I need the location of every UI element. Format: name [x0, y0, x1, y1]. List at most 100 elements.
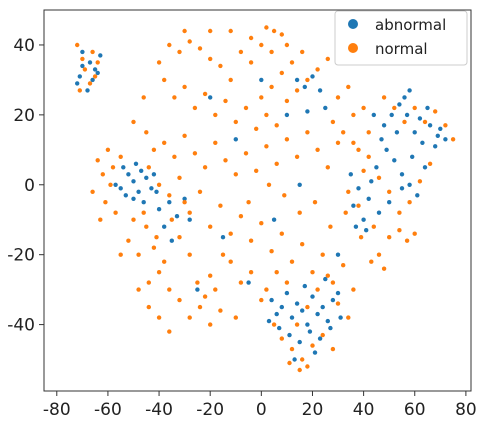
point-normal [248, 270, 254, 275]
point-normal [254, 126, 259, 131]
point-normal [167, 193, 172, 198]
point-normal [146, 280, 151, 285]
point-normal [264, 112, 269, 118]
point-normal [443, 123, 448, 128]
point-abnormal [443, 137, 448, 142]
point-normal [341, 263, 346, 268]
point-normal [422, 119, 428, 125]
point-normal [274, 123, 279, 128]
point-normal [297, 210, 302, 215]
legend: abnormal normal [334, 10, 468, 66]
point-normal [208, 56, 213, 62]
point-normal [151, 147, 157, 152]
point-abnormal [131, 196, 136, 201]
point-normal [118, 252, 123, 257]
point-abnormal [80, 49, 85, 55]
point-normal [305, 77, 310, 83]
point-normal [208, 224, 213, 229]
point-abnormal [133, 161, 139, 166]
point-normal [246, 200, 251, 205]
point-abnormal [374, 165, 379, 170]
point-normal [213, 287, 218, 292]
point-normal [325, 56, 330, 62]
point-normal [417, 179, 423, 184]
point-abnormal [233, 137, 238, 142]
y-tick-label: 20 [13, 106, 35, 126]
point-normal [297, 367, 302, 373]
point-normal [397, 228, 402, 233]
point-normal [376, 252, 382, 257]
x-tick-label: 40 [353, 400, 375, 420]
point-abnormal [284, 112, 290, 118]
point-normal [182, 200, 187, 205]
point-abnormal [90, 77, 95, 83]
point-normal [172, 154, 177, 159]
point-normal [320, 332, 325, 338]
point-normal [98, 217, 103, 222]
point-normal [341, 130, 346, 135]
point-normal [151, 245, 157, 250]
point-normal [351, 112, 356, 118]
point-normal [305, 304, 310, 310]
point-normal [346, 84, 351, 90]
point-normal [80, 56, 85, 62]
point-normal [156, 182, 162, 187]
point-normal [228, 259, 233, 264]
point-abnormal [325, 318, 330, 324]
point-abnormal [169, 238, 174, 243]
point-abnormal [259, 77, 264, 83]
point-normal [279, 336, 284, 341]
point-normal [243, 105, 249, 111]
point-abnormal [381, 123, 387, 128]
point-normal [141, 95, 146, 100]
point-abnormal [410, 154, 415, 159]
point-normal [287, 360, 292, 366]
point-normal [284, 42, 290, 48]
point-normal [271, 322, 277, 327]
point-normal [192, 105, 198, 111]
y-tick-label: 0 [24, 176, 35, 196]
point-abnormal [317, 336, 323, 341]
point-normal [202, 294, 208, 299]
point-normal [266, 182, 272, 187]
point-normal [87, 81, 93, 86]
point-abnormal [118, 186, 123, 191]
point-abnormal [246, 280, 251, 285]
point-abnormal [149, 186, 154, 191]
x-tick-label: -40 [145, 400, 173, 420]
point-abnormal [85, 88, 90, 93]
point-normal [294, 154, 300, 159]
point-normal [284, 98, 290, 104]
point-normal [156, 315, 162, 320]
point-normal [223, 158, 228, 163]
point-abnormal [310, 294, 315, 299]
point-normal [289, 60, 295, 65]
point-abnormal [404, 112, 410, 118]
point-abnormal [156, 207, 162, 212]
point-normal [238, 280, 244, 285]
point-abnormal [289, 315, 295, 320]
point-normal [387, 235, 392, 240]
point-abnormal [407, 88, 412, 93]
point-normal [269, 84, 274, 90]
point-normal [279, 70, 284, 76]
point-abnormal [220, 235, 226, 240]
point-normal [412, 105, 417, 111]
point-normal [100, 172, 106, 177]
point-normal [126, 238, 131, 243]
point-abnormal [294, 301, 300, 306]
point-normal [325, 273, 330, 278]
point-abnormal [353, 224, 359, 229]
point-normal [412, 231, 417, 236]
point-normal [177, 297, 182, 303]
point-abnormal [335, 252, 341, 257]
point-abnormal [425, 105, 430, 111]
point-normal [197, 46, 203, 51]
point-normal [294, 322, 300, 327]
point-normal [312, 200, 318, 205]
point-abnormal [154, 189, 159, 194]
point-normal [90, 189, 95, 194]
point-normal [282, 193, 287, 198]
point-normal [248, 35, 254, 41]
point-abnormal [284, 290, 290, 296]
